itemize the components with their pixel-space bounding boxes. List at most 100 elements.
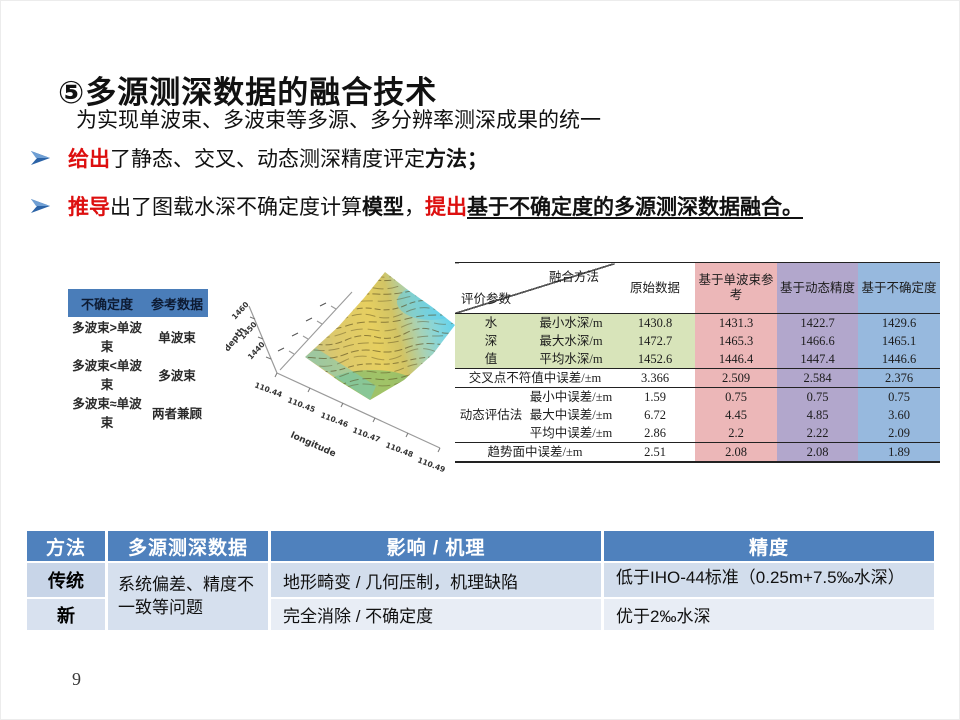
terrain-surface bbox=[305, 272, 455, 400]
cell: 多波束 bbox=[158, 368, 196, 383]
bullet2-keyword2: 提出 bbox=[425, 196, 467, 219]
param-cell: 最大中误差/±m bbox=[529, 407, 613, 422]
page-title: ⑤多源测深数据的融合技术 bbox=[58, 74, 438, 110]
value-cell: 1452.6 bbox=[615, 350, 695, 369]
table-row: 传统 系统偏差、精度不一致等问题 地形畸变 / 几何压制，机理缺陷 低于IHO-… bbox=[27, 563, 934, 630]
accuracy-text: 低于IHO-44标准（0.25m+7.5‰水深） bbox=[616, 568, 905, 587]
table-header-row: 方法 多源测深数据 影响 / 机理 精度 bbox=[27, 531, 934, 561]
table-row: 交叉点不符值中误差/±m 3.366 2.509 2.584 2.376 bbox=[455, 368, 940, 388]
param-cell: 交叉点不符值中误差/±m bbox=[455, 368, 615, 388]
fusion-evaluation-table: 融合方法 评价参数 原始数据 基于单波束参考 基于动态精度 基于不确定度 水 最… bbox=[455, 262, 940, 463]
bullet-arrow-icon bbox=[30, 149, 54, 167]
bullet2-keyword1: 推导 bbox=[68, 196, 110, 219]
bullet2-bold: 模型 bbox=[362, 196, 404, 219]
header-cell: 精度 bbox=[604, 531, 934, 561]
cell: 多波束≈单波束 bbox=[72, 397, 142, 430]
group-label-cell: 水 bbox=[455, 313, 527, 332]
header-cell: 多源测深数据 bbox=[108, 531, 268, 561]
diagonal-header-cell: 融合方法 评价参数 bbox=[455, 262, 615, 314]
bathymetry-3d-surface-plot: 1440 1450 1460 depth 110.44 110.45 11 bbox=[222, 252, 466, 488]
value-cell: 1446.6 bbox=[858, 350, 940, 369]
value-cell: 1446.4 bbox=[695, 350, 777, 369]
value-cell: 2.09 bbox=[858, 424, 940, 443]
table-row: 新 完全消除 / 不确定度 优于2‰水深 bbox=[27, 599, 934, 630]
bullet-item-1: 给出了静态、交叉、动态测深精度评定方法； bbox=[30, 143, 488, 173]
latitude-axis bbox=[279, 291, 353, 371]
header-cell: 基于不确定度 bbox=[858, 262, 940, 314]
value-cell: 4.45 bbox=[695, 406, 777, 424]
header-cell: 方法 bbox=[27, 531, 105, 561]
accuracy-cell: 优于2‰水深 bbox=[604, 599, 934, 630]
depth-tick-label: 1460 bbox=[230, 300, 251, 321]
value-cell: 1465.1 bbox=[858, 332, 940, 350]
group-label-cell: 值 bbox=[455, 350, 527, 369]
value-cell: 2.08 bbox=[695, 442, 777, 462]
bullet2-text2: ， bbox=[404, 196, 425, 219]
cell: 两者兼顾 bbox=[151, 406, 202, 421]
header-cell: 不确定度 bbox=[68, 289, 146, 317]
value-cell: 2.22 bbox=[777, 424, 858, 443]
longitude-tick-label: 110.49 bbox=[416, 455, 446, 474]
corner-label-bottom: 评价参数 bbox=[461, 292, 512, 306]
accuracy-cell: 低于IHO-44标准（0.25m+7.5‰水深） bbox=[604, 563, 934, 597]
table-header-row: 不确定度 参考数据 bbox=[68, 289, 208, 317]
method-comparison-table: 方法 多源测深数据 影响 / 机理 精度 传统 系统偏差、精度不一致等问题 地形… bbox=[24, 529, 937, 632]
value-cell: 1431.3 bbox=[695, 313, 777, 332]
value-cell: 1465.3 bbox=[695, 332, 777, 350]
table-row: 多波束>单波束 单波束 bbox=[68, 317, 208, 355]
value-cell: 2.376 bbox=[858, 368, 940, 388]
table-row: 深 最大水深/m 1472.7 1465.3 1466.6 1465.1 bbox=[455, 332, 940, 350]
page-number: 9 bbox=[72, 669, 81, 689]
value-cell: 1447.4 bbox=[777, 350, 858, 369]
param-cell: 最小中误差/±m bbox=[527, 387, 615, 406]
header-cell: 基于动态精度 bbox=[777, 262, 858, 314]
mechanism-cell: 地形畸变 / 几何压制，机理缺陷 bbox=[271, 563, 601, 597]
depth-tick-label: 1440 bbox=[246, 340, 267, 361]
corner-label-top: 融合方法 bbox=[548, 270, 599, 284]
value-cell: 0.75 bbox=[858, 387, 940, 406]
bullet2-text1: 出了图载水深不确定度计算 bbox=[110, 196, 362, 219]
value-cell: 3.60 bbox=[858, 406, 940, 424]
value-cell: 4.85 bbox=[777, 406, 858, 424]
value-cell: 1466.6 bbox=[777, 332, 858, 350]
longitude-tick-label: 110.48 bbox=[384, 440, 414, 459]
cell: 多波束>单波束 bbox=[72, 321, 142, 354]
header-cell: 原始数据 bbox=[615, 262, 695, 314]
param-cell: 最小水深/m bbox=[527, 313, 615, 332]
value-cell: 0.75 bbox=[695, 387, 777, 406]
longitude-tick-label: 110.44 bbox=[253, 380, 283, 399]
method-cell: 新 bbox=[27, 599, 105, 630]
group-label-cell: 深 bbox=[455, 332, 527, 350]
value-cell: 1430.8 bbox=[615, 313, 695, 332]
value-cell: 2.51 bbox=[615, 442, 695, 462]
header-cell: 影响 / 机理 bbox=[271, 531, 601, 561]
value-cell: 2.509 bbox=[695, 368, 777, 388]
value-cell: 1.59 bbox=[615, 387, 695, 406]
table-row: 多波束<单波束 多波束 bbox=[68, 355, 208, 393]
bullet-arrow-icon bbox=[30, 197, 54, 215]
header-cell: 基于单波束参考 bbox=[695, 262, 777, 314]
param-cell: 平均中误差/±m bbox=[529, 425, 613, 440]
longitude-axis: 110.44 110.45 110.46 110.47 110.48 110.4… bbox=[253, 372, 447, 474]
param-cell: 平均水深/m bbox=[527, 350, 615, 369]
value-cell: 2.584 bbox=[777, 368, 858, 388]
table-row: 多波束≈单波束 两者兼顾 bbox=[68, 393, 208, 431]
group-label-cell: 动态评估法 bbox=[455, 387, 527, 443]
data-issue-cell: 系统偏差、精度不一致等问题 bbox=[108, 563, 268, 630]
depth-axis: 1440 1450 1460 depth bbox=[222, 300, 278, 374]
value-cell: 1429.6 bbox=[858, 313, 940, 332]
method-cell: 传统 bbox=[27, 563, 105, 597]
value-cell: 2.08 bbox=[777, 442, 858, 462]
value-cell: 1422.7 bbox=[777, 313, 858, 332]
bullet2-underlined: 基于不确定度的多源测深数据融合。 bbox=[467, 196, 803, 219]
table-row: 趋势面中误差/±m 2.51 2.08 2.08 1.89 bbox=[455, 442, 940, 462]
table-row: 平均中误差/±m 2.86 2.2 2.22 2.09 bbox=[455, 424, 940, 443]
longitude-tick-label: 110.46 bbox=[319, 410, 349, 429]
table-row: 值 平均水深/m 1452.6 1446.4 1447.4 1446.6 bbox=[455, 350, 940, 369]
value-cell: 1.89 bbox=[858, 442, 940, 462]
bullet1-text: 了静态、交叉、动态测深精度评定 bbox=[110, 148, 425, 171]
value-cell: 3.366 bbox=[615, 368, 695, 388]
latitude-tick-marks bbox=[277, 302, 327, 352]
bullet1-bold: 方法； bbox=[425, 148, 488, 171]
